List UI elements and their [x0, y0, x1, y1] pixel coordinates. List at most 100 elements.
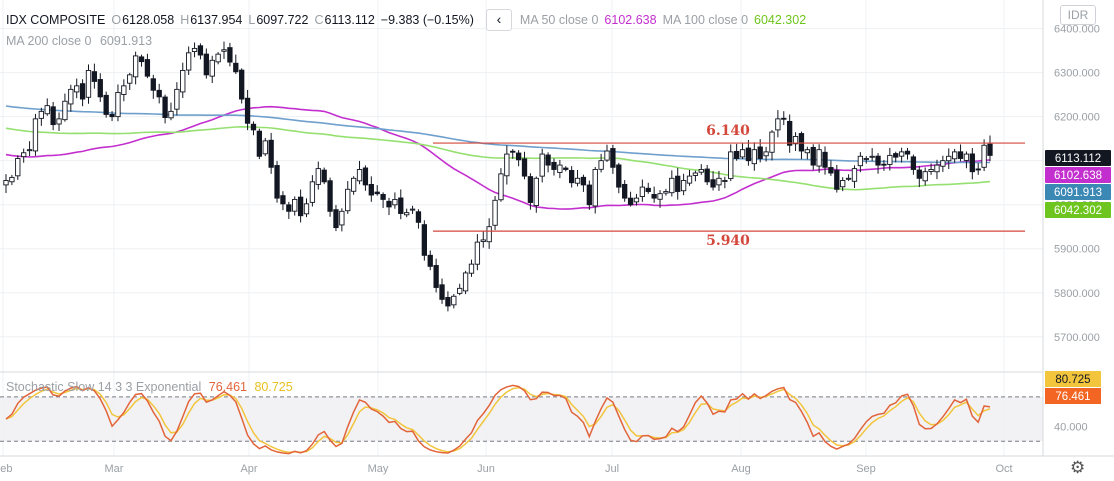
candle-body — [227, 47, 233, 63]
stochastic-k-value: 76.461 — [208, 380, 247, 394]
level-label: 6.140 — [706, 123, 750, 139]
candle-body — [350, 177, 357, 192]
candle-body — [586, 184, 592, 206]
candle-body — [457, 287, 463, 294]
moving-average-lines — [5, 105, 991, 210]
gear-icon[interactable]: ⚙ — [1070, 458, 1086, 477]
candle-body — [751, 149, 757, 165]
price-tick-label: 5800.000 — [1054, 288, 1100, 300]
price-badge-value: 6042.302 — [1054, 205, 1102, 217]
stochastic-d-value: 80.725 — [254, 380, 293, 394]
candle-body — [297, 196, 304, 217]
candle-body — [845, 177, 852, 180]
collapse-legend-button[interactable]: ‹ — [485, 9, 512, 31]
candle-body — [132, 55, 139, 78]
candle-body — [963, 153, 970, 161]
candle-body — [486, 226, 492, 243]
price-badge-value: 6102.638 — [1054, 170, 1102, 182]
ma100-label: MA 100 close 0 — [662, 13, 749, 27]
horizontal-levels — [433, 142, 1025, 232]
candle-body — [745, 147, 752, 162]
time-tick-label: May — [368, 463, 389, 475]
time-tick-label: Sep — [856, 463, 876, 475]
candle-body — [468, 263, 475, 274]
candle-body — [698, 169, 704, 173]
candle-body — [121, 85, 127, 95]
candle-body — [38, 110, 45, 119]
level-label: 5.940 — [706, 233, 750, 249]
price-tick-label: 6400.000 — [1054, 24, 1100, 36]
candle-body — [262, 140, 268, 155]
stochastic-band — [0, 396, 1043, 442]
candle-body — [769, 131, 775, 153]
candle-body — [303, 203, 310, 215]
time-tick-label: Aug — [731, 463, 751, 475]
candle-body — [704, 168, 710, 183]
candle-body — [3, 180, 9, 186]
price-badge — [1045, 202, 1111, 218]
ma100-line — [5, 125, 991, 191]
candle-body — [569, 170, 575, 184]
candle-body — [315, 168, 321, 185]
candle-body — [881, 163, 887, 166]
stochastic-pane — [0, 371, 1043, 455]
candle-body — [74, 85, 80, 93]
candle-body — [286, 204, 292, 212]
ma200-line — [5, 105, 990, 164]
candle-body — [15, 158, 21, 177]
candle-body — [215, 53, 221, 63]
price-badge — [1045, 167, 1111, 183]
candle-body — [498, 173, 504, 201]
candle-body — [539, 153, 545, 177]
price-tick-label: 6300.000 — [1054, 68, 1100, 80]
candle-body — [209, 59, 215, 77]
candle-body — [9, 176, 15, 183]
candle-body — [922, 171, 928, 182]
candle-body — [239, 69, 245, 100]
candle-body — [186, 52, 192, 71]
candle-body — [975, 168, 981, 171]
candle-body — [898, 151, 905, 157]
candle-body — [934, 164, 940, 173]
candle-body — [21, 152, 27, 158]
stochastic-d-line — [5, 386, 991, 454]
candle-body — [398, 197, 404, 214]
stochastic-tick-label: 40.000 — [1054, 421, 1088, 433]
stochastic-badge — [1045, 371, 1101, 387]
candle-body — [368, 184, 374, 196]
stochastic-label: Stochastic Slow 14 3 3 Exponential — [6, 380, 202, 394]
change-value: −9.383 (−0.15%) — [380, 13, 474, 27]
candle-body — [68, 88, 74, 105]
candle-body — [622, 183, 628, 199]
ma200-value: 6091.913 — [99, 34, 153, 48]
candle-body — [233, 62, 239, 73]
symbol-name: IDX COMPOSITE — [6, 13, 106, 27]
open-value: 6128.058 — [122, 13, 175, 27]
candle-body — [598, 160, 604, 170]
candle-body — [268, 139, 274, 168]
candle-body — [292, 198, 298, 212]
candle-body — [327, 180, 333, 212]
candle-body — [91, 71, 98, 82]
candle-body — [150, 78, 156, 91]
stochastic-badge — [1045, 388, 1101, 404]
candle-body — [663, 191, 669, 194]
candle-body — [792, 136, 799, 145]
candle-body — [280, 195, 286, 205]
candle-body — [144, 59, 151, 77]
candle-body — [197, 45, 204, 56]
candle-body — [669, 177, 675, 194]
candle-body — [616, 164, 622, 188]
candle-body — [987, 143, 993, 156]
candle-body — [156, 89, 162, 98]
currency-button[interactable]: IDR — [1060, 5, 1096, 25]
candle-body — [180, 69, 186, 93]
candle-body — [798, 133, 805, 152]
candle-body — [32, 118, 39, 152]
candle-body — [710, 179, 716, 188]
candle-body — [787, 120, 793, 146]
candle-body — [916, 169, 922, 179]
candle-body — [981, 144, 987, 168]
candle-body — [250, 123, 257, 131]
